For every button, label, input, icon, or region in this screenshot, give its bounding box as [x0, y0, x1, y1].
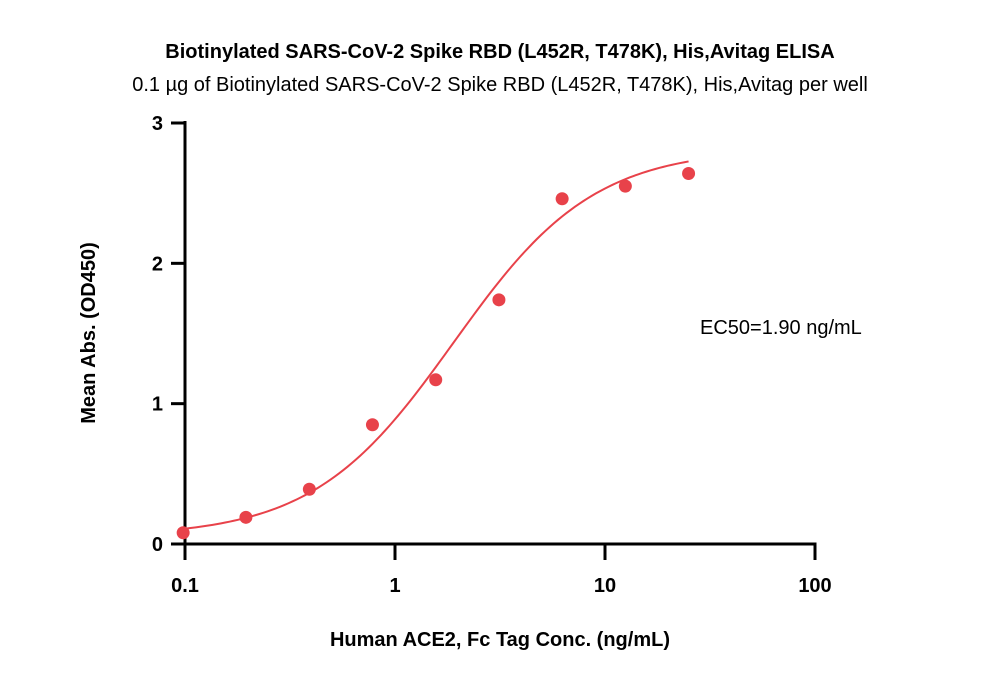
- data-point: [682, 167, 696, 181]
- chart-title: Biotinylated SARS-CoV-2 Spike RBD (L452R…: [165, 41, 834, 63]
- data-point: [365, 418, 379, 432]
- data-points: [176, 167, 696, 540]
- data-point: [492, 293, 506, 307]
- data-point: [555, 192, 569, 206]
- y-axis-label: Mean Abs. (OD450): [78, 242, 100, 424]
- y-tick-label: 1: [152, 394, 163, 416]
- x-tick-label: 1: [389, 575, 400, 597]
- chart-subtitle: 0.1 µg of Biotinylated SARS-CoV-2 Spike …: [132, 74, 868, 96]
- y-axis: 0 1 2 3: [152, 113, 187, 556]
- y-tick-label: 0: [152, 534, 163, 556]
- data-point: [429, 373, 443, 387]
- ec50-annotation: EC50=1.90 ng/mL: [700, 317, 862, 339]
- x-axis: 0.1 1 10 100: [171, 542, 832, 597]
- y-tick-label: 3: [152, 113, 163, 135]
- x-axis-label: Human ACE2, Fc Tag Conc. (ng/mL): [330, 629, 670, 651]
- data-point: [176, 526, 190, 540]
- data-point: [239, 510, 253, 524]
- data-point: [618, 179, 632, 193]
- x-tick-label: 10: [594, 575, 616, 597]
- fit-curve: [183, 160, 689, 530]
- x-tick-label: 100: [798, 575, 831, 597]
- x-tick-label: 0.1: [171, 575, 199, 597]
- data-point: [302, 482, 316, 496]
- y-tick-label: 2: [152, 253, 163, 275]
